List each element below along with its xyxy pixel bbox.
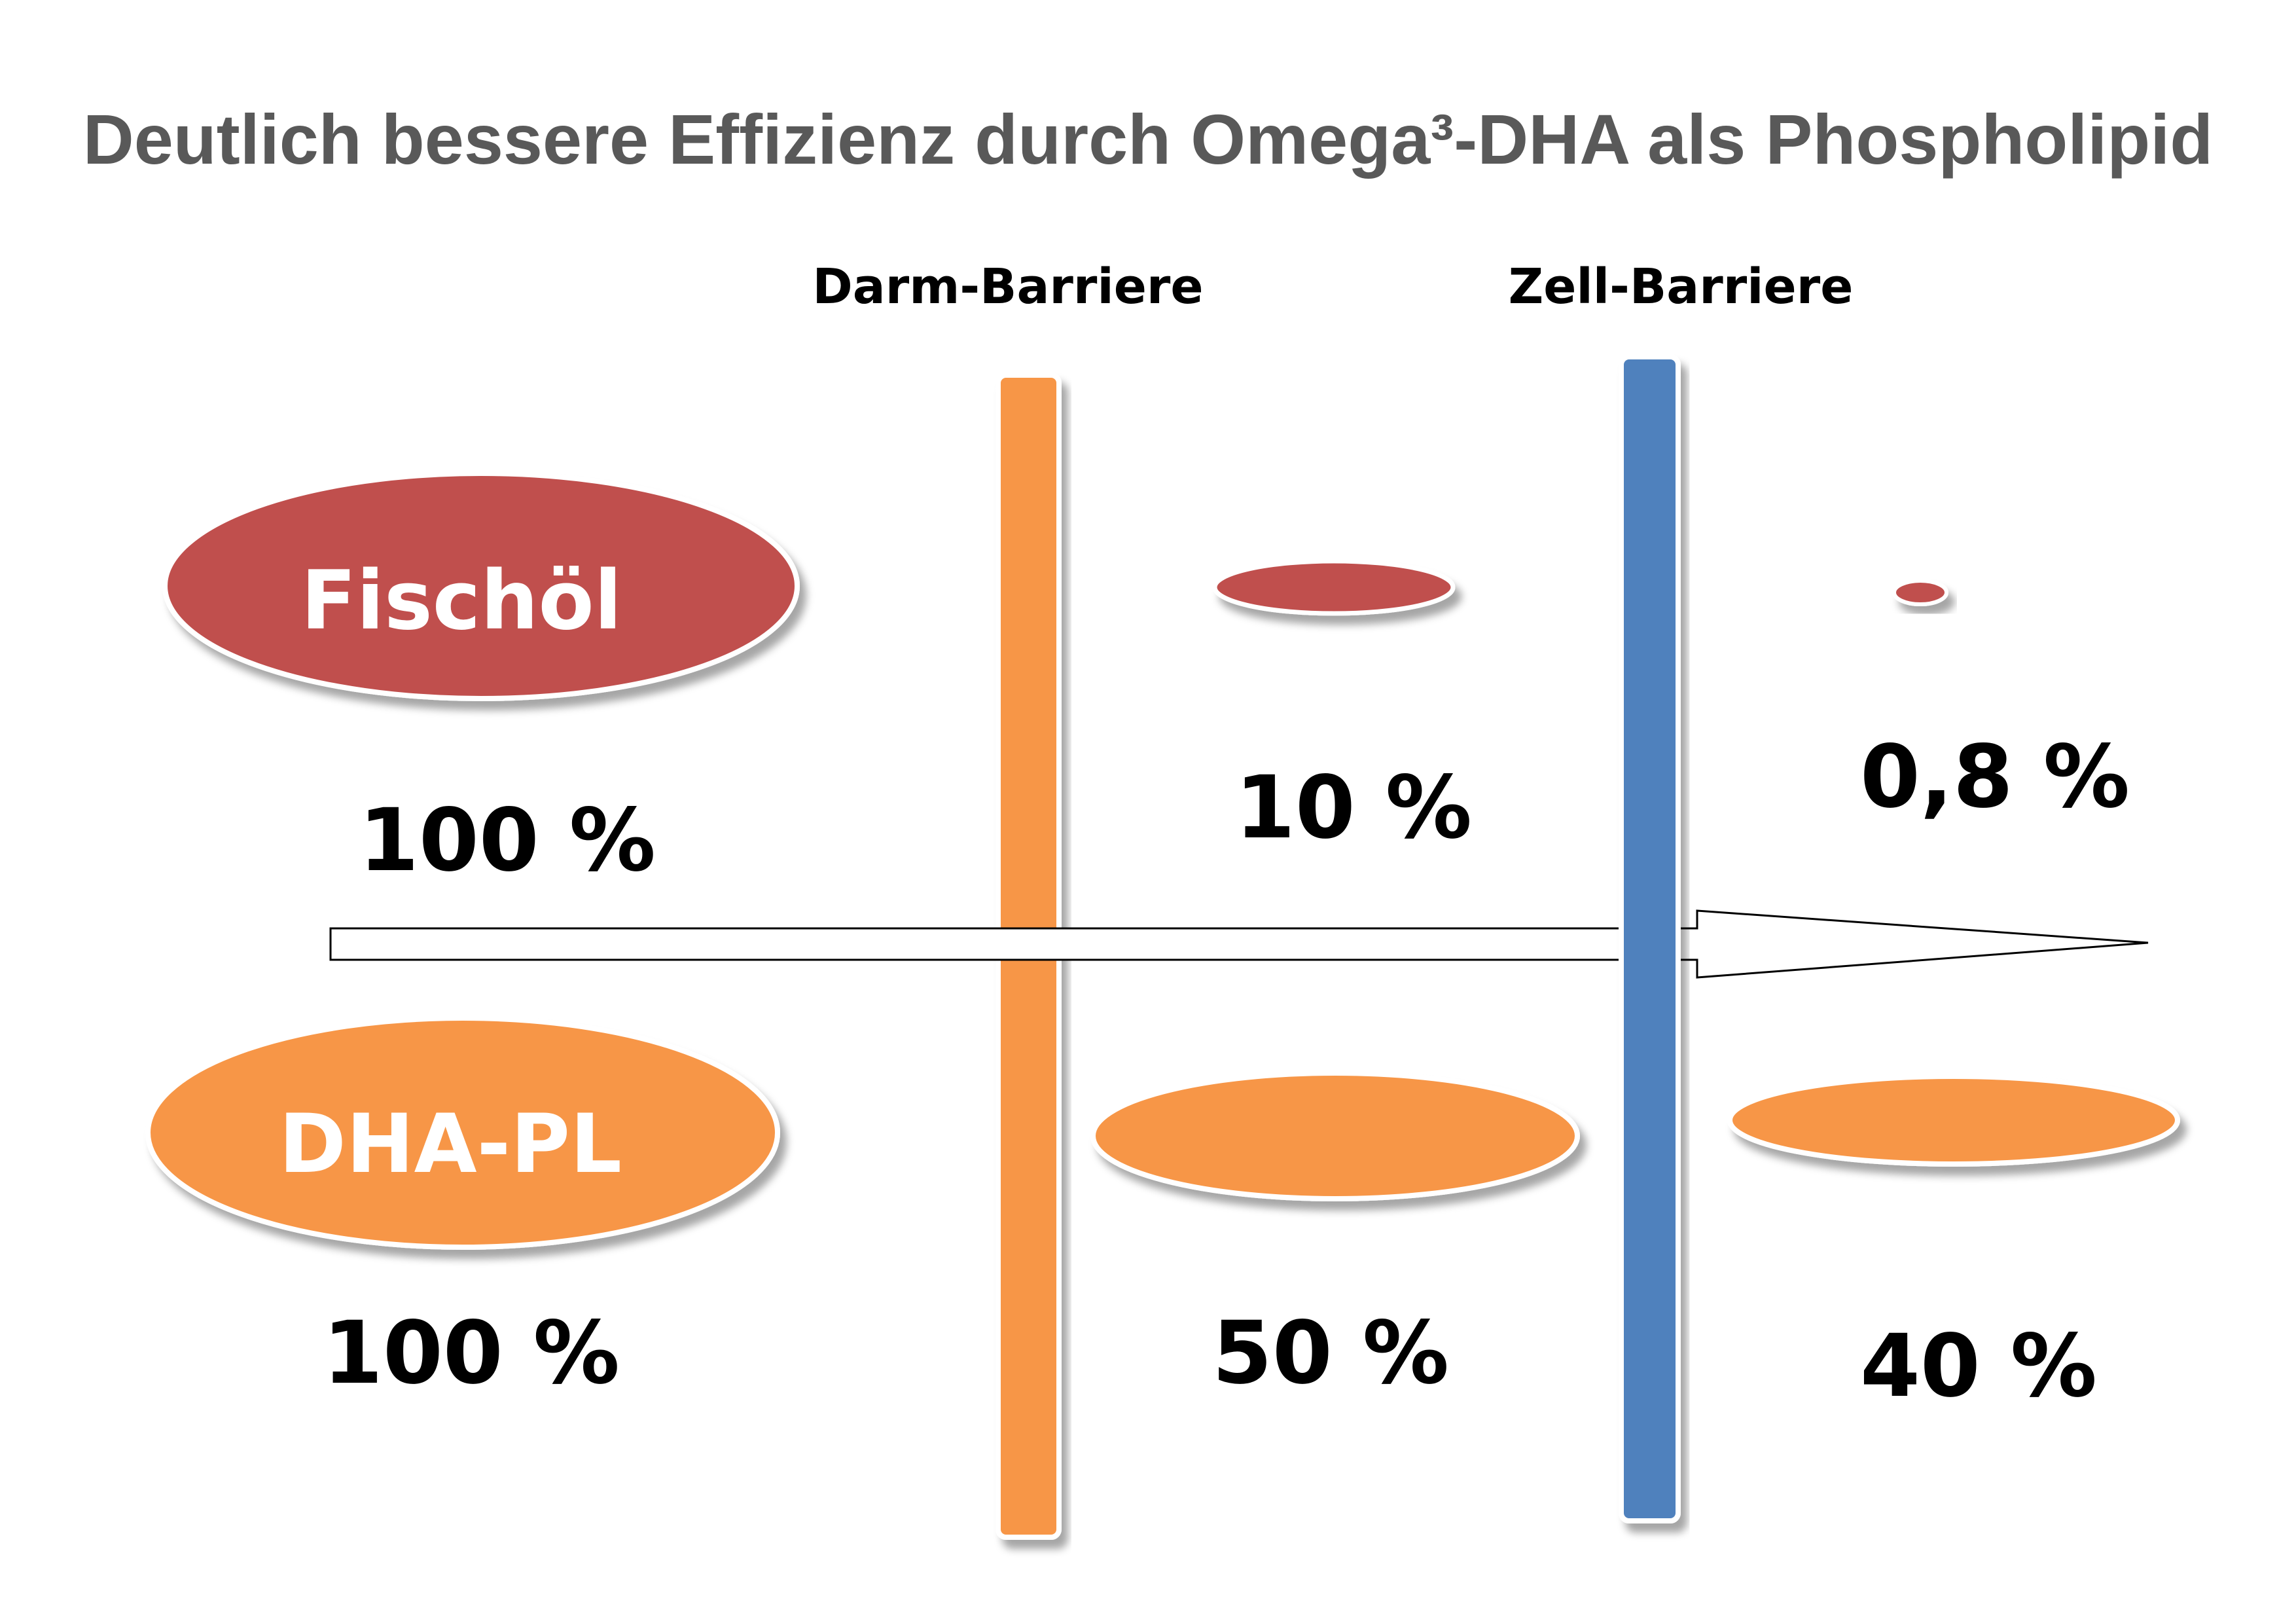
darm-barriere-label: Darm-Barriere [812, 259, 1204, 315]
fischoel-intestine-ellipse [1212, 558, 1456, 616]
fischoel-start-percent: 100 % [359, 790, 656, 891]
fischoel-intestine-percent: 10 % [1235, 757, 1472, 858]
fischoel-cell-percent: 0,8 % [1859, 727, 2130, 828]
dhapl-cell-ellipse [1727, 1074, 2180, 1167]
zell-barriere-label: Zell-Barriere [1508, 259, 1854, 315]
fischoel-start-ellipse [162, 471, 800, 701]
fischoel-label: Fischöl [301, 554, 622, 648]
dhapl-cell-percent: 40 % [1860, 1316, 2097, 1417]
dhapl-intestine-percent: 50 % [1212, 1303, 1449, 1404]
zell-barriere-bar [1619, 354, 1681, 1523]
diagram-title: Deutlich bessere Effizienz durch Omega³-… [82, 100, 2214, 179]
dhapl-start-ellipse [145, 1015, 780, 1250]
dhapl-intestine-ellipse [1090, 1070, 1580, 1201]
dhapl-label: DHA-PL [279, 1097, 622, 1192]
flow-arrow [329, 909, 2149, 979]
fischoel-cell-ellipse [1892, 579, 1948, 606]
dhapl-start-percent: 100 % [323, 1303, 620, 1404]
